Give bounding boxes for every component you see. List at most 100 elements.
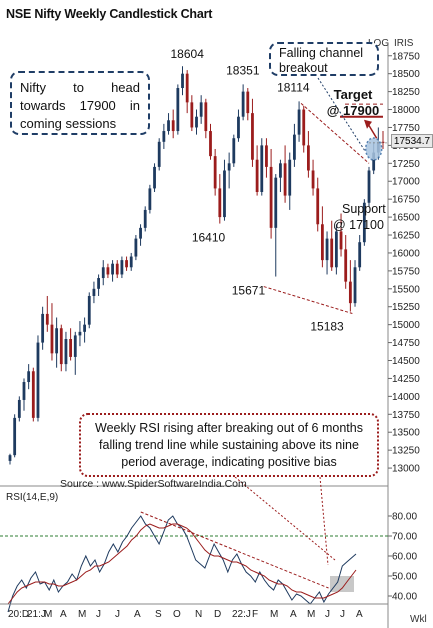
candle[interactable] (148, 184, 152, 214)
channel-lower-line (263, 286, 353, 315)
candle[interactable] (311, 159, 315, 196)
candle[interactable] (87, 292, 91, 329)
candle-body (13, 417, 17, 456)
candle[interactable] (157, 138, 161, 171)
candle[interactable] (269, 148, 273, 239)
candle[interactable] (45, 295, 49, 332)
candle[interactable] (143, 206, 147, 232)
candle[interactable] (171, 109, 175, 139)
target-arrowhead (364, 119, 372, 129)
candle[interactable] (73, 331, 77, 375)
candle-body (353, 267, 357, 304)
candle[interactable] (297, 101, 301, 142)
candles-group[interactable] (8, 66, 385, 465)
candle[interactable] (190, 95, 194, 132)
candle[interactable] (325, 231, 329, 275)
candle[interactable] (97, 274, 100, 296)
candle[interactable] (362, 199, 366, 246)
candle[interactable] (125, 256, 128, 271)
candle-body (125, 260, 128, 268)
candle[interactable] (59, 324, 63, 372)
candle[interactable] (64, 331, 68, 372)
candle[interactable] (41, 306, 45, 350)
candle[interactable] (223, 159, 226, 221)
candle[interactable] (167, 113, 170, 135)
candle[interactable] (162, 123, 166, 149)
candle[interactable] (55, 317, 59, 368)
candle[interactable] (339, 213, 343, 257)
candle-body (139, 227, 142, 239)
candle[interactable] (353, 260, 357, 307)
candle[interactable] (83, 317, 86, 343)
candle[interactable] (227, 152, 231, 189)
candle[interactable] (246, 88, 250, 121)
current-price-badge: 17534.7 (391, 134, 433, 148)
candle[interactable] (367, 166, 371, 207)
candle[interactable] (195, 109, 198, 135)
candle[interactable] (251, 98, 254, 167)
candle[interactable] (36, 335, 40, 422)
candle[interactable] (283, 145, 287, 203)
candle[interactable] (293, 123, 296, 167)
candle[interactable] (181, 66, 184, 96)
iris-label[interactable]: IRIS (394, 38, 414, 49)
candle[interactable] (218, 174, 222, 224)
candle[interactable] (213, 148, 217, 196)
candle[interactable] (199, 95, 203, 124)
candle[interactable] (50, 303, 54, 361)
x-tick-label: 22:J (232, 609, 251, 620)
candle[interactable] (120, 256, 124, 279)
y-tick-label: 14000 (392, 392, 420, 403)
candle[interactable] (274, 174, 278, 277)
candle[interactable] (115, 260, 119, 279)
candle[interactable] (101, 260, 105, 286)
log-label[interactable]: LOG (368, 38, 390, 49)
candle[interactable] (129, 252, 133, 271)
candle-body (209, 131, 212, 157)
x-tick-label: J (115, 609, 120, 620)
candle[interactable] (17, 396, 21, 422)
candle[interactable] (330, 220, 334, 271)
candle[interactable] (139, 224, 142, 246)
candle[interactable] (232, 134, 236, 167)
candle[interactable] (22, 378, 26, 411)
candle[interactable] (106, 263, 110, 279)
candle[interactable] (241, 84, 245, 121)
candle[interactable] (237, 109, 240, 142)
level-label: 18604 (171, 47, 205, 61)
candle[interactable] (134, 235, 138, 261)
candle[interactable] (302, 105, 306, 153)
candle[interactable] (307, 131, 310, 178)
candle[interactable] (78, 321, 82, 347)
candle-body (69, 339, 73, 357)
candle[interactable] (13, 414, 17, 458)
candle[interactable] (288, 152, 292, 210)
candle[interactable] (344, 235, 348, 289)
candle[interactable] (92, 281, 96, 304)
candle[interactable] (8, 453, 12, 465)
candle[interactable] (260, 138, 264, 196)
candle[interactable] (348, 260, 352, 312)
candle[interactable] (69, 328, 73, 361)
candle[interactable] (185, 70, 189, 114)
candle[interactable] (176, 84, 180, 135)
candle[interactable] (204, 98, 208, 139)
candle[interactable] (381, 131, 385, 149)
candle[interactable] (316, 177, 320, 232)
candle[interactable] (334, 224, 338, 275)
candle[interactable] (255, 145, 259, 196)
candle[interactable] (111, 260, 114, 282)
candle[interactable] (358, 235, 362, 271)
candle[interactable] (279, 159, 282, 192)
candle[interactable] (153, 163, 156, 192)
weekly-label[interactable]: Wkl (410, 614, 427, 625)
candle[interactable] (265, 138, 268, 178)
candle-body (27, 371, 31, 383)
candle-body (106, 267, 110, 275)
candle[interactable] (31, 367, 35, 422)
candle[interactable] (209, 123, 212, 160)
candle-body (241, 91, 245, 117)
support-label-1: Support (342, 202, 386, 216)
candle[interactable] (320, 206, 324, 268)
candle[interactable] (27, 364, 31, 390)
